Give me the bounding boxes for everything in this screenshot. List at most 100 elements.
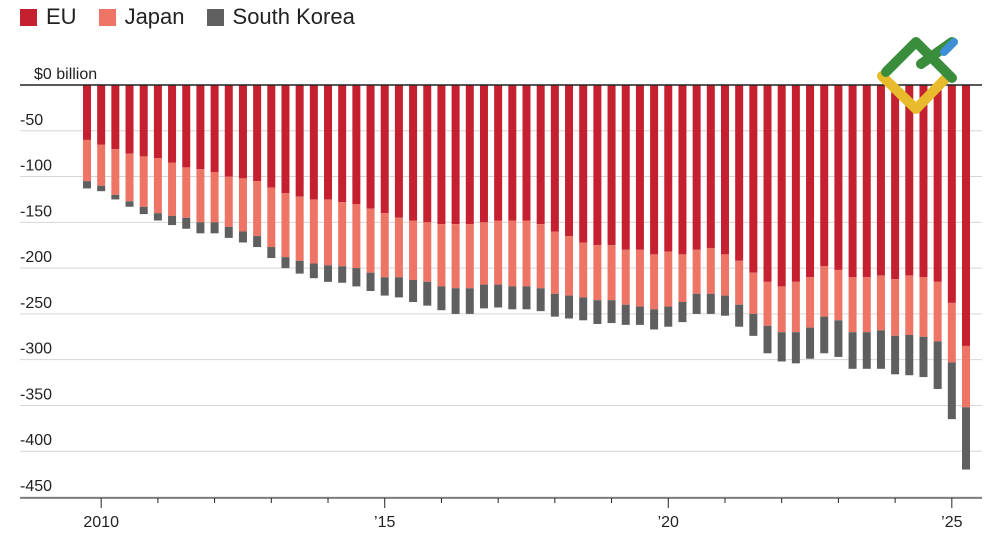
bar-japan xyxy=(579,242,588,298)
y-tick-label: -50 xyxy=(20,112,43,129)
bar-south-korea xyxy=(182,217,191,229)
bar-eu xyxy=(366,85,375,209)
bar-south-korea xyxy=(139,206,148,215)
bar-eu xyxy=(295,85,304,197)
bar-eu xyxy=(352,85,361,205)
bar-eu xyxy=(720,85,729,255)
bar-south-korea xyxy=(565,295,574,319)
y-tick-label: -250 xyxy=(20,295,52,312)
axes: $0 billion -50 -100 -150 -200 -250 -300 -350 -4… xyxy=(20,66,982,531)
bar-japan xyxy=(409,220,418,281)
bar-eu xyxy=(309,85,318,200)
bar-japan xyxy=(621,249,630,305)
bar-south-korea xyxy=(536,288,545,312)
legend: EU Japan South Korea xyxy=(20,4,355,30)
bar-japan xyxy=(153,158,162,214)
x-tick-label: 2010 xyxy=(83,514,119,531)
legend-swatch-japan xyxy=(98,8,116,26)
bar-south-korea xyxy=(735,304,744,327)
bar-south-korea xyxy=(806,327,815,359)
bar-japan xyxy=(83,139,91,182)
bar-south-korea xyxy=(876,330,885,369)
bar-south-korea xyxy=(933,341,942,389)
legend-label-eu: EU xyxy=(46,4,77,29)
bar-south-korea xyxy=(83,181,91,189)
logo-yellow-chevron xyxy=(877,71,953,114)
y-tick-label: -350 xyxy=(20,386,52,403)
bar-japan xyxy=(791,281,800,333)
x-tick-label: ’25 xyxy=(941,514,962,531)
bar-south-korea xyxy=(593,300,602,324)
bar-south-korea xyxy=(253,236,262,248)
bar-eu xyxy=(324,85,333,200)
bar-japan xyxy=(437,224,446,287)
legend-label-japan: Japan xyxy=(124,4,185,29)
legend-item-south-korea: South Korea xyxy=(206,4,355,30)
bar-eu xyxy=(607,85,616,246)
bar-eu xyxy=(394,85,403,218)
bar-japan xyxy=(678,254,687,302)
bar-eu xyxy=(919,85,928,278)
bar-south-korea xyxy=(437,286,446,311)
bar-eu xyxy=(423,85,432,223)
bar-south-korea xyxy=(451,288,460,314)
bar-japan xyxy=(423,222,432,282)
bar-eu xyxy=(281,85,290,194)
bar-japan xyxy=(338,202,347,267)
y-tick-label: -100 xyxy=(20,158,52,175)
bar-japan xyxy=(607,245,616,301)
bar-eu xyxy=(876,85,885,276)
logo-shape xyxy=(877,37,958,114)
bar-japan xyxy=(451,224,460,289)
bar-eu xyxy=(650,85,659,255)
bar-eu xyxy=(579,85,588,243)
bar-eu xyxy=(83,85,91,140)
legend-item-eu: EU xyxy=(20,4,77,30)
bar-japan xyxy=(777,286,786,333)
bar-eu xyxy=(678,85,687,255)
bar-eu xyxy=(763,85,772,282)
bar-japan xyxy=(168,162,177,216)
bar-eu xyxy=(664,85,673,252)
bar-japan xyxy=(933,281,942,342)
bar-south-korea xyxy=(706,293,715,314)
bar-eu xyxy=(621,85,630,250)
bar-japan xyxy=(465,224,474,289)
bars xyxy=(83,85,970,470)
bar-eu xyxy=(635,85,644,250)
bar-eu xyxy=(338,85,347,203)
bar-japan xyxy=(947,302,956,363)
y-tick-label: -300 xyxy=(20,341,52,358)
bar-japan xyxy=(111,149,120,195)
bar-south-korea xyxy=(763,325,772,354)
bar-eu xyxy=(791,85,800,282)
bar-japan xyxy=(210,171,219,223)
bar-south-korea xyxy=(465,288,474,314)
zero-axis-label: $0 billion xyxy=(34,66,97,83)
bar-eu xyxy=(905,85,914,276)
bar-japan xyxy=(380,213,389,278)
bar-eu xyxy=(593,85,602,246)
legend-swatch-south-korea xyxy=(206,8,224,26)
bar-south-korea xyxy=(848,332,857,369)
bar-japan xyxy=(862,277,871,333)
bar-japan xyxy=(593,245,602,301)
bar-japan xyxy=(962,345,970,408)
bar-south-korea xyxy=(238,231,247,243)
bar-south-korea xyxy=(905,334,914,376)
bar-japan xyxy=(550,231,559,294)
bar-south-korea xyxy=(777,332,786,362)
bar-eu xyxy=(692,85,701,250)
bar-south-korea xyxy=(820,316,829,354)
bar-south-korea xyxy=(295,260,304,274)
bar-eu xyxy=(451,85,460,225)
bar-eu xyxy=(550,85,559,232)
bar-japan xyxy=(253,181,262,237)
bar-japan xyxy=(706,247,715,294)
bar-eu xyxy=(125,85,134,154)
bar-south-korea xyxy=(678,301,687,323)
bar-japan xyxy=(139,156,148,207)
y-tick-label: -450 xyxy=(20,478,52,495)
bar-eu xyxy=(749,85,758,273)
x-tick-label: ’15 xyxy=(374,514,395,531)
